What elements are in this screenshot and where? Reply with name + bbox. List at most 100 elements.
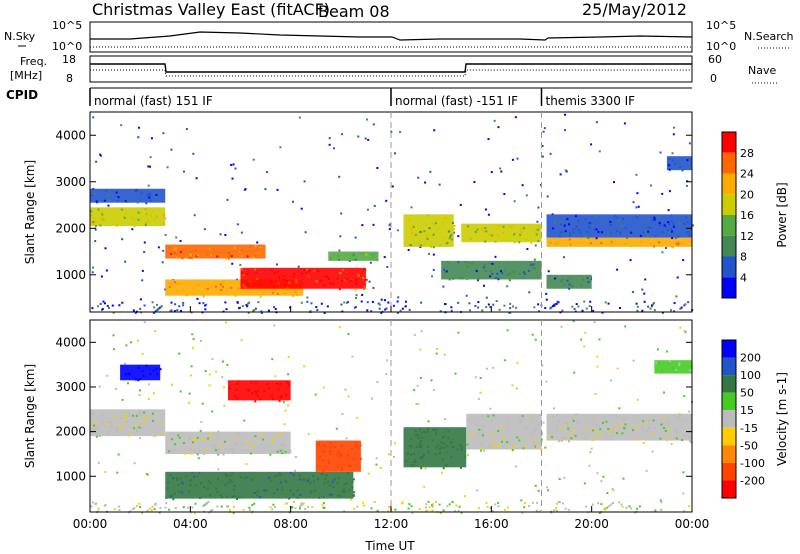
band-speckle	[284, 284, 287, 287]
band-speckle	[152, 210, 155, 213]
clutter-cell	[112, 311, 115, 314]
clutter-cell	[521, 511, 524, 514]
scatter-cell	[161, 261, 164, 264]
scatter-cell	[419, 376, 422, 379]
scatter-cell	[376, 166, 379, 169]
band-speckle	[450, 441, 453, 444]
band-speckle	[630, 231, 633, 234]
band-speckle	[281, 488, 284, 491]
band-speckle	[522, 417, 525, 420]
scatter-cell	[544, 307, 547, 310]
band-speckle	[278, 276, 281, 279]
band-speckle	[441, 436, 444, 439]
band-speckle	[186, 291, 189, 294]
band-speckle	[667, 229, 670, 232]
band-speckle	[409, 445, 412, 448]
band-speckle	[128, 434, 131, 437]
scatter-cell	[642, 441, 645, 444]
band-speckle	[441, 458, 444, 461]
scatter-cell	[204, 370, 207, 373]
band-speckle	[259, 398, 262, 401]
time-axis-label: Time UT	[364, 539, 415, 553]
clutter-cell	[687, 301, 690, 304]
colorbar-tick-label: 12	[740, 230, 754, 243]
clutter-cell	[401, 307, 404, 310]
band-speckle	[184, 475, 187, 478]
clutter-cell	[186, 506, 189, 509]
clutter-cell	[216, 505, 219, 508]
x-tick-label: 00:00	[73, 517, 108, 531]
band-speckle	[136, 189, 139, 192]
scatter-cell	[136, 339, 139, 342]
band-speckle	[343, 491, 346, 494]
scatter-cell	[147, 383, 150, 386]
band-speckle	[178, 436, 181, 439]
band-speckle	[307, 478, 310, 481]
band-speckle	[490, 420, 493, 423]
clutter-cell	[606, 506, 609, 509]
clutter-cell	[205, 303, 208, 306]
band-speckle	[652, 419, 655, 422]
scatter-cell	[199, 430, 202, 433]
scatter-cell	[147, 397, 150, 400]
band-speckle	[231, 472, 234, 475]
scatter-cell	[104, 470, 107, 473]
band-speckle	[296, 489, 299, 492]
x-tick-label: 04:00	[173, 517, 208, 531]
scatter-cell	[314, 393, 317, 396]
band-speckle	[271, 440, 274, 443]
clutter-cell	[385, 307, 388, 310]
clutter-cell	[404, 305, 407, 308]
scatter-cell	[419, 245, 422, 248]
band-speckle	[568, 223, 571, 226]
scatter-cell	[328, 143, 331, 146]
band-speckle	[155, 193, 158, 196]
band-speckle	[457, 261, 460, 264]
scatter-cell	[572, 320, 575, 323]
clutter-cell	[302, 502, 305, 505]
band-speckle	[524, 444, 527, 447]
scatter-cell	[373, 204, 376, 207]
scatter-cell	[200, 420, 203, 423]
scatter-cell	[545, 298, 548, 301]
band-speckle	[618, 434, 621, 437]
band-speckle	[230, 448, 233, 451]
scatter-cell	[372, 123, 375, 126]
band-speckle	[176, 478, 179, 481]
band-speckle	[309, 481, 312, 484]
scatter-cell	[598, 338, 601, 341]
scatter-cell	[107, 204, 110, 207]
scatter-cell	[563, 476, 566, 479]
scatter-cell	[420, 330, 423, 333]
band-speckle	[518, 241, 521, 244]
band-speckle	[148, 196, 151, 199]
clutter-cell	[481, 309, 484, 312]
scatter-cell	[239, 263, 242, 266]
band-speckle	[219, 283, 222, 286]
scatter-cell	[659, 151, 662, 154]
band-speckle	[242, 273, 245, 276]
band-speckle	[478, 428, 481, 431]
band-speckle	[276, 488, 279, 491]
clutter-cell	[643, 300, 646, 303]
band-speckle	[181, 481, 184, 484]
band-speckle	[233, 395, 236, 398]
clutter-cell	[604, 301, 607, 304]
scatter-cell	[385, 199, 388, 202]
band-speckle	[114, 416, 117, 419]
y-tick-label: 2000	[55, 425, 86, 439]
scatter-cell	[552, 407, 555, 410]
band-speckle	[362, 287, 365, 290]
band-speckle	[628, 241, 631, 244]
scatter-cell	[528, 291, 531, 294]
band-speckle	[317, 269, 320, 272]
scatter-cell	[583, 345, 586, 348]
scatter-cell	[413, 388, 416, 391]
band-speckle	[343, 483, 346, 486]
band-speckle	[691, 224, 694, 227]
band-speckle	[658, 362, 661, 365]
clutter-cell	[220, 505, 223, 508]
scatter-cell	[208, 373, 211, 376]
colorbar-segment	[722, 445, 736, 463]
